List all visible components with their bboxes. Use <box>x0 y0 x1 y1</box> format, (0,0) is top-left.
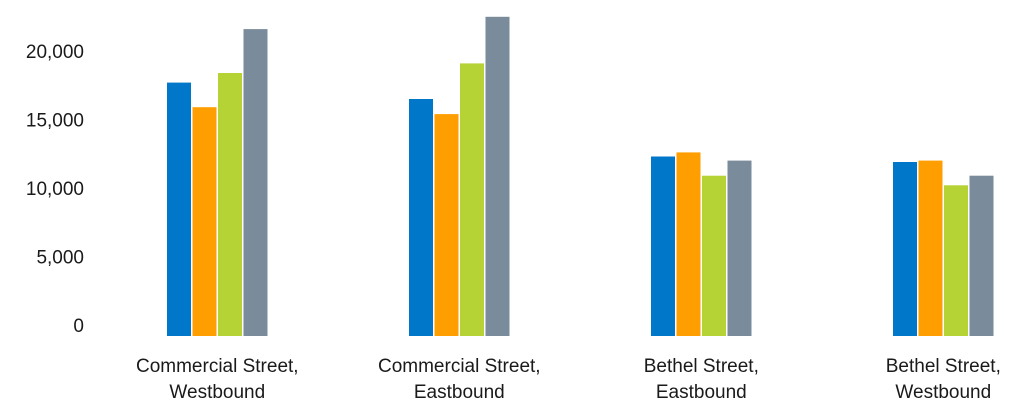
x-category-label: Westbound <box>895 382 991 403</box>
y-tick-label: 10,000 <box>26 179 84 200</box>
bar <box>651 156 675 336</box>
x-category-label: Bethel Street, <box>886 356 1001 377</box>
bar <box>727 160 752 336</box>
bar <box>893 162 917 336</box>
x-category-label: Westbound <box>169 382 265 403</box>
x-axis: Commercial Street, Westbound Commercial St… <box>136 356 1001 403</box>
x-category-label: Bethel Street, <box>644 356 759 377</box>
x-category-label: Eastbound <box>656 382 747 403</box>
y-tick-label: 5,000 <box>36 248 84 269</box>
bar <box>944 185 968 336</box>
y-tick-label: 20,000 <box>26 42 84 63</box>
bar <box>485 16 510 337</box>
y-tick-label: 0 <box>73 316 84 337</box>
bar <box>218 73 242 336</box>
bar <box>243 29 268 336</box>
bar <box>409 99 433 336</box>
bar <box>434 114 459 336</box>
x-category-label: Eastbound <box>414 382 505 403</box>
x-category-label: Commercial Street, <box>378 356 541 377</box>
x-category-label: Commercial Street, <box>136 356 299 377</box>
bar <box>192 107 217 336</box>
bar <box>918 160 943 336</box>
bars-group <box>167 16 994 337</box>
bar <box>969 175 994 336</box>
y-axis: 0 5,000 10,000 15,000 20,000 <box>26 42 84 337</box>
y-tick-label: 15,000 <box>26 111 84 132</box>
bar <box>676 152 701 336</box>
bar <box>460 63 484 337</box>
bar <box>702 175 726 336</box>
bar <box>167 82 191 336</box>
